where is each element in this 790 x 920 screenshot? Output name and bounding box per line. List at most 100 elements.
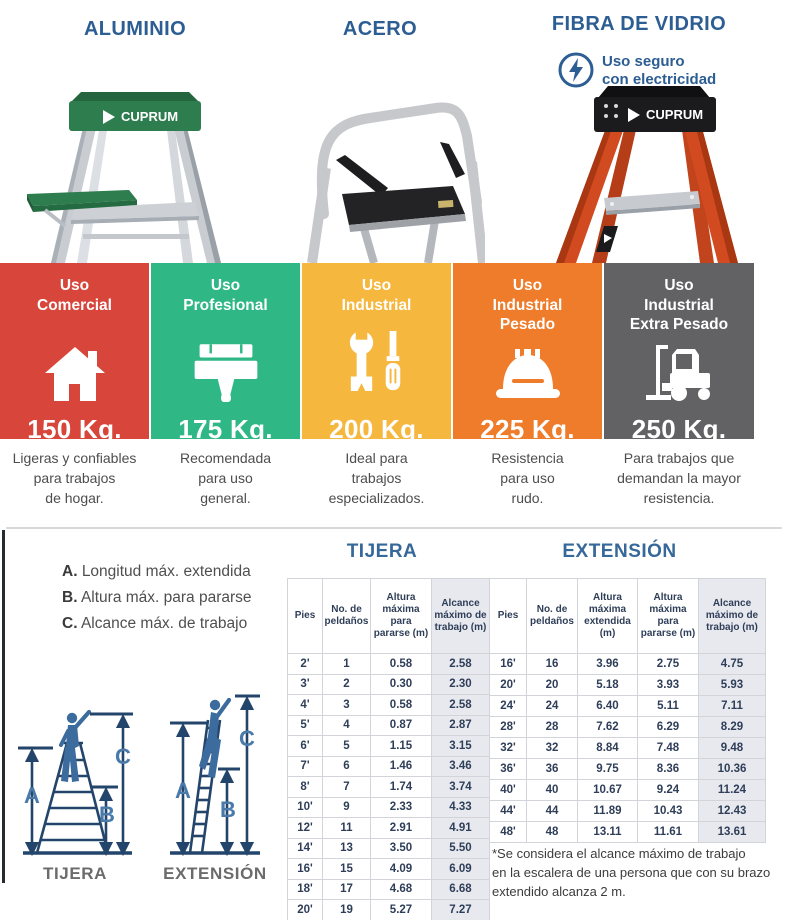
table-cell: 3.15	[431, 735, 490, 757]
aluminum-ladder-image: CUPRUM	[25, 86, 240, 268]
table-cell: 9	[322, 796, 371, 818]
column-header: Alcance máximo de trabajo (m)	[431, 578, 490, 654]
table-cell: 13.61	[698, 821, 766, 843]
table-row: 24' 24 6.40 5.11 7.11	[489, 695, 766, 717]
table-cell: 5.27	[370, 899, 432, 920]
table-cell: 1.15	[370, 735, 432, 757]
legend-text: Longitud máx. extendida	[81, 563, 251, 580]
svg-text:CUPRUM: CUPRUM	[121, 109, 178, 124]
table-cell: 2.75	[637, 653, 699, 675]
section-divider	[6, 527, 782, 529]
legend-item-a: A. Longitud máx. extendida	[62, 559, 282, 585]
tools-icon	[302, 321, 451, 401]
person-on-extension-ladder-figure	[199, 699, 221, 778]
usage-band-industrial-extra-pesado: Uso Industrial Extra Pesado 250 Kg.	[604, 263, 754, 444]
table-cell: 3	[322, 694, 371, 716]
usage-band-comercial: Uso Comercial 150 Kg.	[0, 263, 149, 444]
dim-label-c: C	[115, 744, 131, 769]
table-row: 16' 15 4.09 6.09	[287, 858, 490, 880]
table-cell: 4.09	[370, 858, 432, 880]
table-row: 4' 3 0.58 2.58	[287, 694, 490, 716]
table-cell: 6.68	[431, 878, 490, 900]
table-cell: 44	[526, 800, 578, 822]
table-cell: 7.27	[431, 899, 490, 920]
table-cell: 9.75	[577, 758, 638, 780]
table-row: 3' 2 0.30 2.30	[287, 673, 490, 695]
table-cell: 3.46	[431, 755, 490, 777]
table-cell: 9.24	[637, 779, 699, 801]
house-icon	[0, 334, 149, 414]
table-row: 18' 17 4.68 6.68	[287, 878, 490, 900]
safety-badge-text: Uso seguro con electricidad	[602, 53, 717, 89]
fiberglass-ladder-image: CUPRUM	[548, 86, 748, 268]
table-cell: 12'	[287, 817, 323, 839]
table-cell: 5.18	[577, 674, 638, 696]
column-header: No. de peldaños	[322, 578, 371, 654]
table-cell: 11.61	[637, 821, 699, 843]
paintbrush-icon	[151, 334, 300, 414]
table-cell: 4.91	[431, 817, 490, 839]
usage-band-capacity: 250 Kg.	[631, 414, 727, 444]
legend-key: B.	[62, 589, 78, 607]
table-cell: 20'	[287, 899, 323, 920]
table-cell: 9.48	[698, 737, 766, 759]
table-row: 20' 20 5.18 3.93 5.93	[489, 674, 766, 696]
usage-band-industrial: Uso Industrial 200 Kg.	[302, 263, 451, 444]
table-cell: 7'	[287, 755, 323, 777]
table-row: 32' 32 8.84 7.48 9.48	[489, 737, 766, 759]
table-cell: 5.11	[637, 695, 699, 717]
table-cell: 2.33	[370, 796, 432, 818]
table-cell: 2.87	[431, 714, 490, 736]
table-cell: 2.91	[370, 817, 432, 839]
forklift-icon	[604, 334, 754, 414]
table-cell: 7.11	[698, 695, 766, 717]
table-row: 40' 40 10.67 9.24 11.24	[489, 779, 766, 801]
table-cell: 24	[526, 695, 578, 717]
dim-label-a: A	[24, 783, 40, 808]
table-cell: 2	[322, 673, 371, 695]
legend-text: Alcance máx. de trabajo	[80, 615, 248, 633]
table-cell: 18'	[287, 878, 323, 900]
table-cell: 11	[322, 817, 371, 839]
table-cell: 13.11	[577, 821, 638, 843]
table-cell: 15	[322, 858, 371, 880]
table-row: 2' 1 0.58 2.58	[287, 653, 490, 675]
product-title-acero: ACERO	[342, 18, 418, 40]
table-row: 6' 5 1.15 3.15	[287, 735, 490, 757]
usage-description: Para trabajos que demandan la mayor resi…	[617, 450, 741, 506]
usage-description: Recomendada para uso general.	[179, 450, 272, 506]
table-cell: 13	[322, 837, 371, 859]
table-cell: 0.30	[370, 673, 432, 695]
table-row: 48' 48 13.11 11.61 13.61	[489, 821, 766, 843]
table-cell: 19	[322, 899, 371, 920]
table-cell: 11.89	[577, 800, 638, 822]
tijera-diagram-caption: TIJERA	[42, 864, 108, 883]
column-header: Alcance máximo de trabajo (m)	[698, 578, 766, 654]
table-row: 5' 4 0.87 2.87	[287, 714, 490, 736]
table-cell: 7.48	[637, 737, 699, 759]
tijera-table: Pies No. de peldaños Altura máxima para pa…	[287, 578, 490, 920]
table-cell: 8.84	[577, 737, 638, 759]
table-cell: 10.67	[577, 779, 638, 801]
table-cell: 1	[322, 653, 371, 675]
legend-item-c: C. Alcance máx. de trabajo	[62, 611, 282, 637]
table-cell: 40'	[489, 779, 527, 801]
product-title-aluminio: ALUMINIO	[83, 18, 187, 40]
hardhat-icon	[453, 334, 602, 414]
legend-item-b: B. Altura máx. para pararse	[62, 585, 282, 611]
usage-description: Ideal para trabajos especializados.	[328, 450, 425, 506]
table-cell: 4.68	[370, 878, 432, 900]
table-cell: 24'	[489, 695, 527, 717]
table-cell: 44'	[489, 800, 527, 822]
table-cell: 20'	[489, 674, 527, 696]
table-cell: 10.43	[637, 800, 699, 822]
usage-band-capacity: 225 Kg.	[480, 414, 575, 444]
legend-key: C.	[62, 615, 78, 633]
table-cell: 36'	[489, 758, 527, 780]
column-header: Pies	[287, 578, 323, 654]
table-cell: 36	[526, 758, 578, 780]
table-row: 44' 44 11.89 10.43 12.43	[489, 800, 766, 822]
table-row: 28' 28 7.62 6.29 8.29	[489, 716, 766, 738]
table-cell: 14'	[287, 837, 323, 859]
